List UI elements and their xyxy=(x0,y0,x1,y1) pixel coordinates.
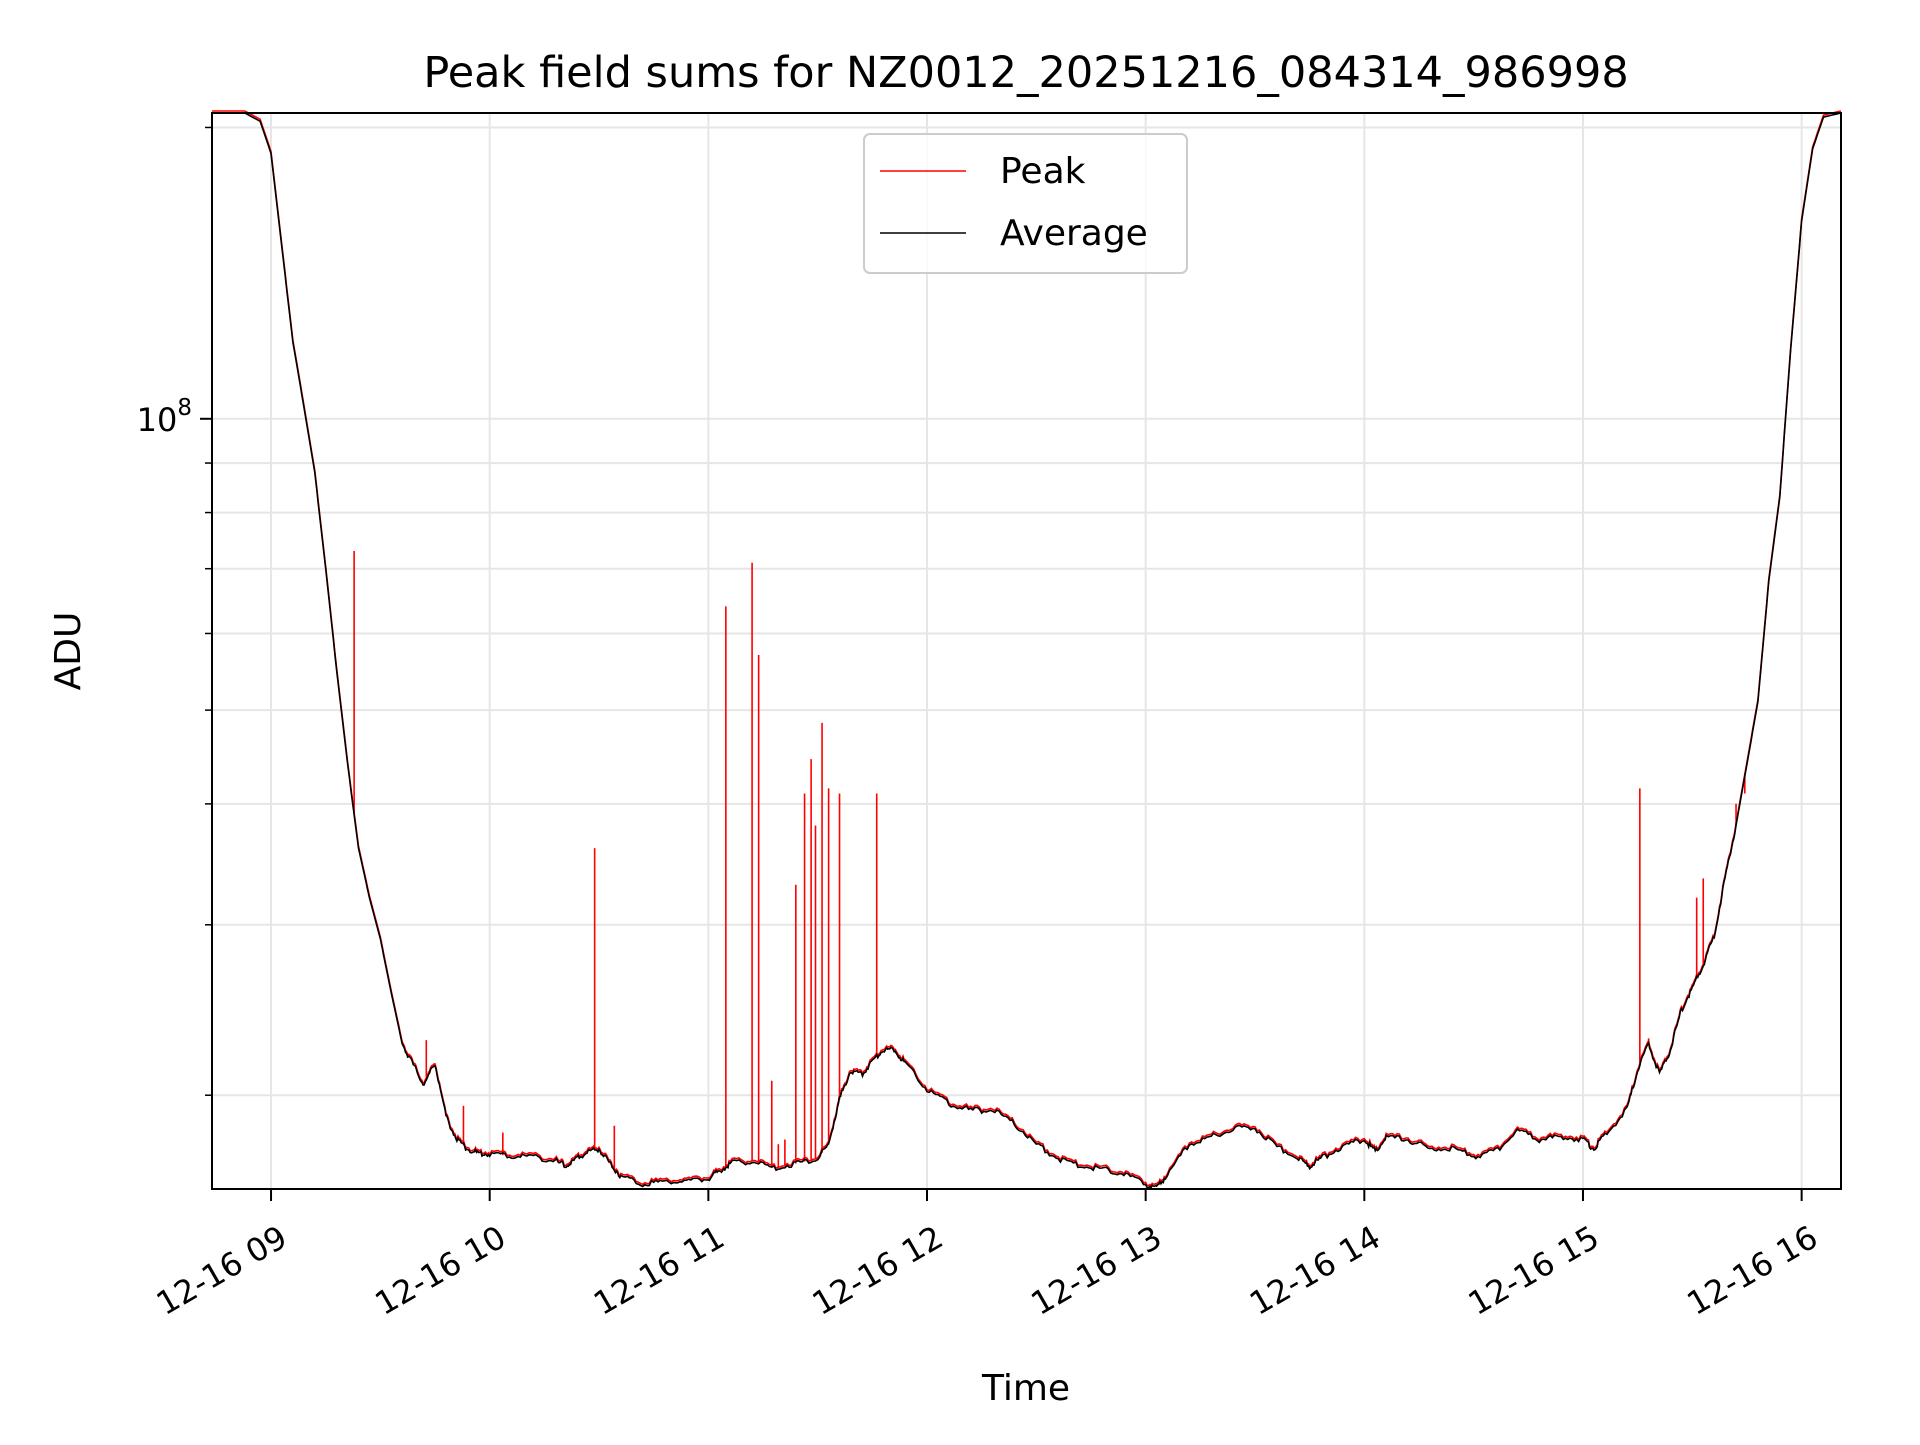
series-layer xyxy=(212,110,1842,1190)
x-axis-label: Time xyxy=(981,1368,1070,1409)
y-tick-label-exponent: 8 xyxy=(177,395,192,421)
y-tick-label-base: 10 xyxy=(137,401,178,439)
legend-label-peak: Peak xyxy=(1000,151,1086,192)
legend: Peak Average xyxy=(863,133,1188,274)
chart-title: Peak field sums for NZ0012_20251216_0843… xyxy=(423,48,1628,98)
plot-frame xyxy=(211,112,1842,1190)
grid xyxy=(212,113,1841,1189)
legend-frame xyxy=(863,133,1188,274)
average-series-line xyxy=(212,112,1842,1190)
y-tick-label: 108 xyxy=(137,395,192,439)
legend-label-average: Average xyxy=(1000,213,1148,254)
y-axis-label: ADU xyxy=(48,612,89,691)
